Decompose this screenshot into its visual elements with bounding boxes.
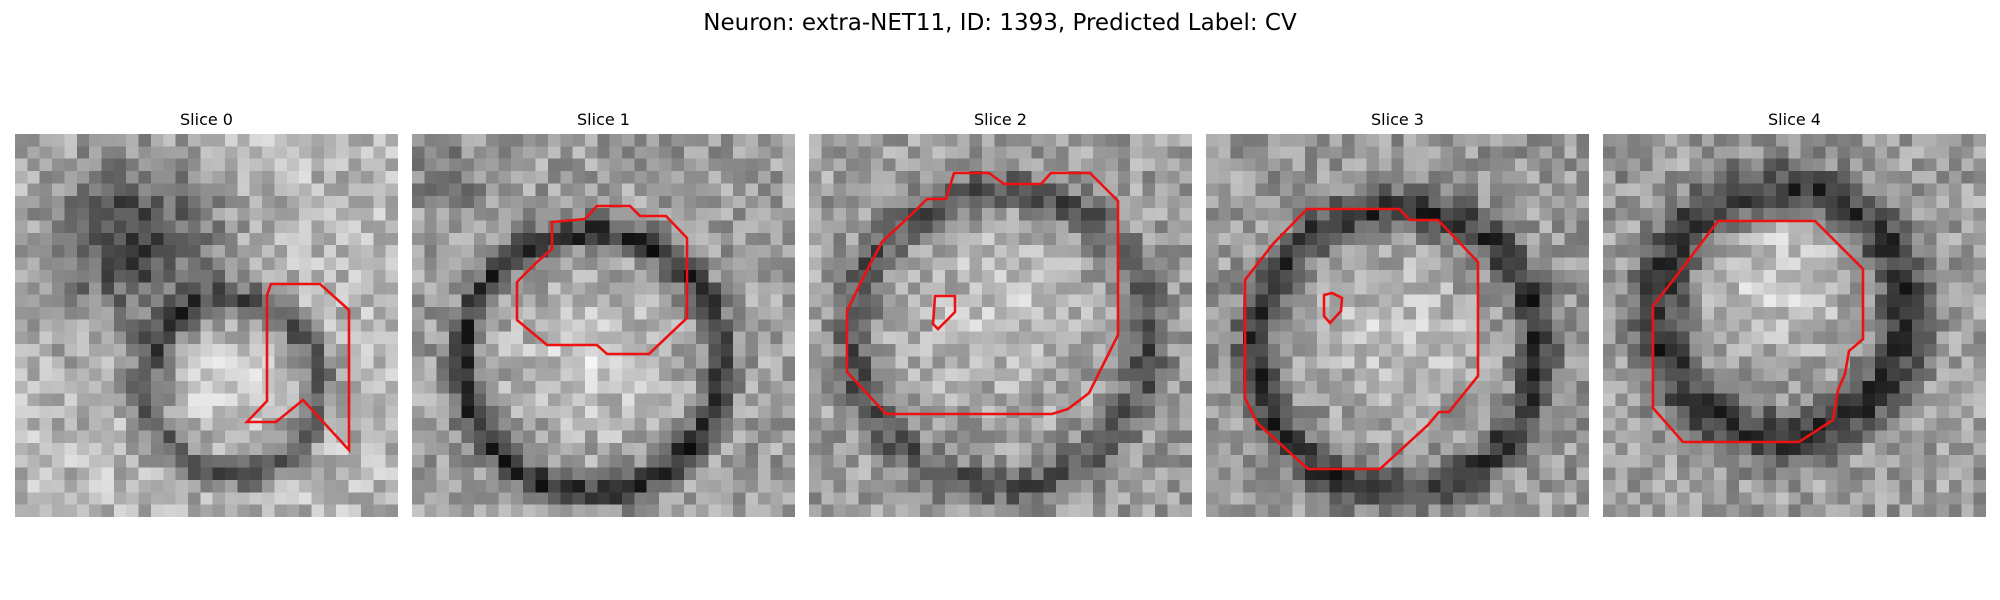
figure-title: Neuron: extra-NET11, ID: 1393, Predicted…	[703, 10, 1297, 36]
slice-title: Slice 0	[180, 110, 233, 129]
roi-contour-inner	[1322, 291, 1344, 325]
slice-panel-2: Slice 2	[809, 109, 1192, 517]
roi-contour-inner	[931, 294, 957, 331]
roi-contour-overlay	[845, 171, 1120, 416]
microscopy-slice-image	[412, 134, 795, 517]
slice-title: Slice 2	[974, 110, 1027, 129]
slice-panel-0: Slice 0	[15, 109, 398, 517]
slice-title: Slice 1	[577, 110, 630, 129]
microscopy-slice-image	[1603, 134, 1986, 517]
slice-panel-3: Slice 3	[1206, 109, 1589, 517]
slice-panel-4: Slice 4	[1603, 109, 1986, 517]
microscopy-slice-image	[15, 134, 398, 517]
slice-title: Slice 3	[1371, 110, 1424, 129]
roi-contour-overlay	[1651, 219, 1865, 444]
microscopy-slice-image	[809, 134, 1192, 517]
roi-contour	[243, 282, 351, 454]
roi-contour-overlay	[1243, 207, 1480, 471]
roi-contour-overlay	[515, 204, 689, 356]
slice-panel-1: Slice 1	[412, 109, 795, 517]
slice-title: Slice 4	[1768, 110, 1821, 129]
roi-contour-overlay	[243, 282, 351, 454]
